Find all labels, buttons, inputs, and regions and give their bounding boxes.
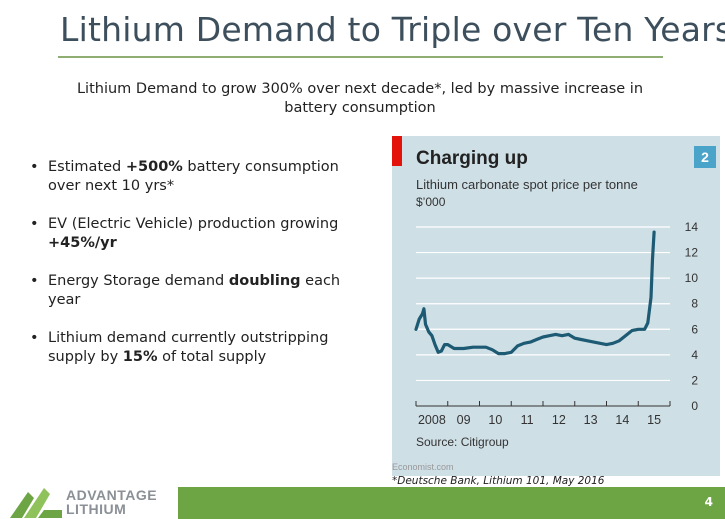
x-tick-label: 09: [457, 413, 471, 427]
footnote: *Deutsche Bank, Lithium 101, May 2016: [392, 475, 605, 487]
y-tick-label: 10: [685, 271, 699, 285]
logo-mark-icon: [10, 488, 62, 518]
y-tick-label: 4: [691, 348, 698, 362]
logo-line-1: ADVANTAGE: [66, 487, 158, 503]
y-tick-label: 2: [691, 373, 698, 387]
x-tick-label: 14: [615, 413, 629, 427]
price-chart: 0 2 4 6 8 10 12 14 2008 09 10 11 12 13 14 15: [414, 220, 699, 427]
y-tick-label: 14: [685, 220, 699, 234]
bullet-item: EV (Electric Vehicle) production growing…: [28, 215, 373, 253]
x-tick-label: 13: [584, 413, 598, 427]
x-tick-label: 12: [552, 413, 566, 427]
logo-text: ADVANTAGE LITHIUM: [66, 488, 157, 516]
bullet-list: Estimated +500% battery consumption over…: [28, 158, 373, 386]
page-number: 4: [704, 495, 713, 509]
slide-subtitle: Lithium Demand to grow 300% over next de…: [76, 81, 644, 116]
chart-source: Source: Citigroup: [416, 435, 509, 449]
chart-unit: $’000: [416, 195, 446, 209]
red-tab-accent: [392, 136, 402, 166]
y-tick-label: 6: [691, 322, 698, 336]
footer-bar: 4: [178, 487, 725, 519]
price-line: [414, 230, 656, 356]
x-tick-label: 15: [647, 413, 661, 427]
y-tick-label: 8: [691, 297, 698, 311]
bullet-item: Lithium demand currently outstripping su…: [28, 329, 373, 367]
x-tick-label: 10: [488, 413, 502, 427]
chart-panel: Charging up Lithium carbonate spot price…: [392, 136, 720, 476]
y-tick-label: 12: [685, 246, 699, 260]
chart-number-badge: 2: [694, 146, 716, 168]
logo-line-2: LITHIUM: [66, 501, 127, 517]
chart-credit: Economist.com: [392, 462, 454, 472]
y-tick-label: 0: [691, 399, 698, 413]
bullet-item: Estimated +500% battery consumption over…: [28, 158, 373, 196]
bullet-item: Energy Storage demand doubling each year: [28, 272, 373, 310]
slide-title: Lithium Demand to Triple over Ten Years*: [60, 10, 725, 49]
x-tick-label: 2008: [418, 413, 446, 427]
chart-title: Charging up: [416, 148, 528, 169]
chart-subtitle: Lithium carbonate spot price per tonne: [416, 177, 638, 192]
company-logo: ADVANTAGE LITHIUM: [10, 486, 180, 519]
x-tick-label: 11: [521, 413, 534, 427]
title-divider: [58, 56, 663, 58]
